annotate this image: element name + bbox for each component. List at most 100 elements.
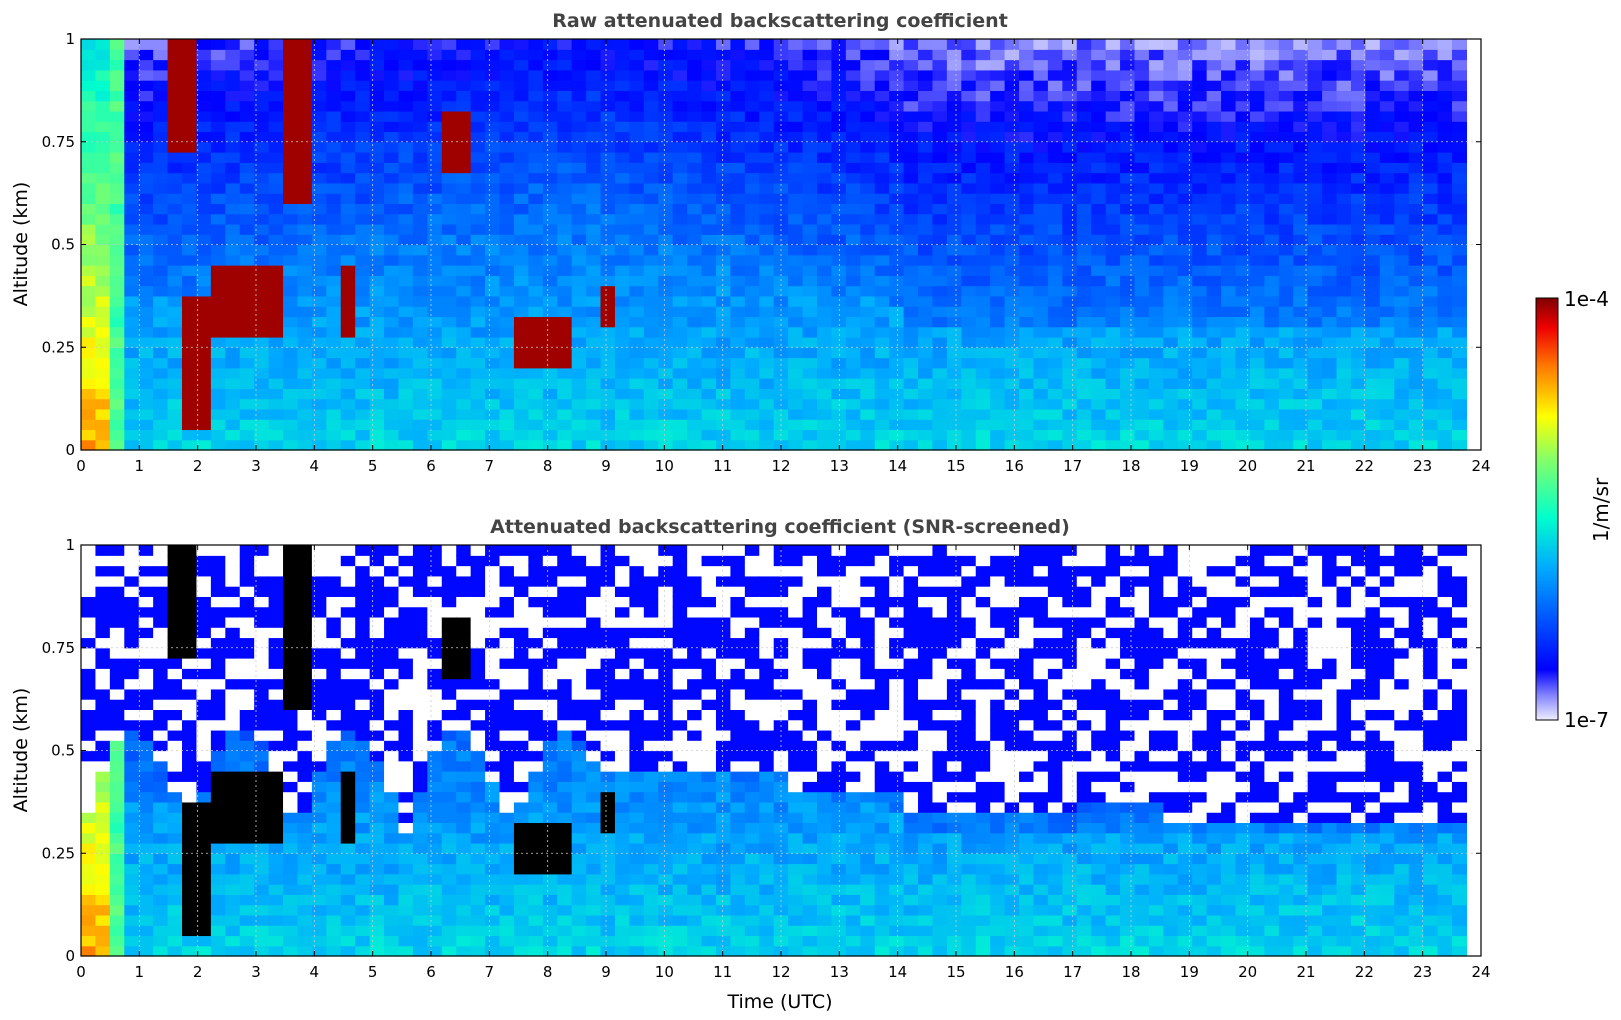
heatmap-cell <box>283 781 299 793</box>
heatmap-cell <box>528 378 544 389</box>
heatmap-cell <box>961 110 977 122</box>
x-tick-label: 3 <box>251 457 261 475</box>
heatmap-cell <box>1076 326 1092 338</box>
heatmap-cell <box>427 945 443 957</box>
heatmap-cell <box>196 254 212 266</box>
heatmap-cell <box>528 326 544 338</box>
heatmap-cell <box>326 100 342 112</box>
panel-raw: Raw attenuated backscattering coefficien… <box>10 10 1491 475</box>
heatmap-cell <box>254 935 270 947</box>
heatmap-cell <box>268 781 284 793</box>
heatmap-cell <box>643 326 659 338</box>
heatmap-cell <box>427 388 443 400</box>
heatmap-cell <box>932 100 948 112</box>
heatmap-cell <box>889 213 905 225</box>
heatmap-cell <box>167 80 183 91</box>
heatmap-cell <box>81 565 97 577</box>
heatmap-cell <box>600 244 616 256</box>
heatmap-cell <box>369 152 385 163</box>
heatmap-cell <box>614 121 630 133</box>
heatmap-cell <box>1437 367 1453 379</box>
heatmap-cell <box>1408 429 1424 441</box>
heatmap-cell <box>874 244 890 256</box>
heatmap-cell <box>614 213 630 225</box>
heatmap-cell <box>932 162 948 174</box>
heatmap-cell <box>225 419 241 431</box>
heatmap-cell <box>1336 285 1352 297</box>
heatmap-cell <box>109 265 125 276</box>
heatmap-cell <box>283 347 299 359</box>
heatmap-cell <box>715 439 732 451</box>
heatmap-cell <box>167 627 183 639</box>
heatmap-cell <box>586 347 602 359</box>
heatmap-cell <box>1134 172 1150 184</box>
heatmap-cell <box>1120 223 1136 235</box>
heatmap-cell <box>95 131 111 143</box>
heatmap-cell <box>889 316 905 328</box>
heatmap-cell <box>557 182 573 194</box>
heatmap-cell <box>1278 419 1294 431</box>
heatmap-cell <box>369 110 385 122</box>
heatmap-cell <box>1437 59 1453 71</box>
heatmap-cell <box>672 49 688 61</box>
heatmap-cell <box>254 586 270 597</box>
heatmap-cell <box>239 306 255 318</box>
heatmap-cell <box>427 439 443 451</box>
heatmap-cell <box>283 586 299 597</box>
heatmap-cell <box>1004 244 1020 256</box>
heatmap-cell <box>196 408 212 420</box>
heatmap-cell <box>1235 378 1251 389</box>
panel-screened: Attenuated backscattering coefficient (S… <box>10 516 1491 1013</box>
heatmap-cell <box>1394 39 1410 50</box>
heatmap-cell <box>1307 141 1323 153</box>
heatmap-cell <box>210 316 226 328</box>
heatmap-cell <box>326 945 342 957</box>
heatmap-cell <box>990 367 1006 379</box>
heatmap-cell <box>81 131 97 143</box>
heatmap-cell <box>340 110 356 122</box>
heatmap-cell <box>759 306 775 318</box>
heatmap-cell <box>1163 223 1179 235</box>
heatmap-cell <box>138 234 154 246</box>
heatmap-cell <box>874 439 890 451</box>
heatmap-cell <box>874 408 890 420</box>
heatmap-cell <box>153 367 169 379</box>
heatmap-cell <box>571 285 587 297</box>
heatmap-cell <box>326 80 342 91</box>
heatmap-cell <box>586 388 602 400</box>
heatmap-cell <box>109 606 125 618</box>
heatmap-cell <box>961 347 977 359</box>
heatmap-cell <box>225 729 241 741</box>
heatmap-cell <box>1394 69 1410 81</box>
heatmap-cell <box>788 193 804 204</box>
heatmap-cell <box>701 336 717 348</box>
heatmap-cell <box>499 100 515 112</box>
heatmap-cell <box>932 347 948 359</box>
heatmap-cell <box>124 213 140 225</box>
heatmap-cell <box>398 719 414 731</box>
heatmap-cell <box>1177 367 1193 379</box>
heatmap-cell <box>384 182 400 194</box>
heatmap-cell <box>629 347 645 359</box>
heatmap-cell <box>412 367 428 379</box>
heatmap-cell <box>254 565 270 577</box>
heatmap-cell <box>268 141 284 153</box>
heatmap-cell <box>542 275 558 287</box>
heatmap-cell <box>903 152 919 163</box>
heatmap-cell <box>369 182 385 194</box>
heatmap-cell <box>384 357 400 369</box>
heatmap-cell <box>817 398 833 410</box>
heatmap-cell <box>369 740 385 752</box>
heatmap-cell <box>369 275 385 287</box>
heatmap-cell <box>196 668 212 680</box>
heatmap-cell <box>788 244 804 256</box>
heatmap-cell <box>658 419 674 431</box>
heatmap-cell <box>1062 254 1078 266</box>
heatmap-cell <box>990 80 1006 91</box>
heatmap-cell <box>1192 378 1208 389</box>
heatmap-cell <box>788 100 804 112</box>
heatmap-cell <box>817 326 833 338</box>
heatmap-cell <box>1437 223 1453 235</box>
heatmap-cell <box>1004 69 1020 81</box>
heatmap-cell <box>918 69 934 81</box>
